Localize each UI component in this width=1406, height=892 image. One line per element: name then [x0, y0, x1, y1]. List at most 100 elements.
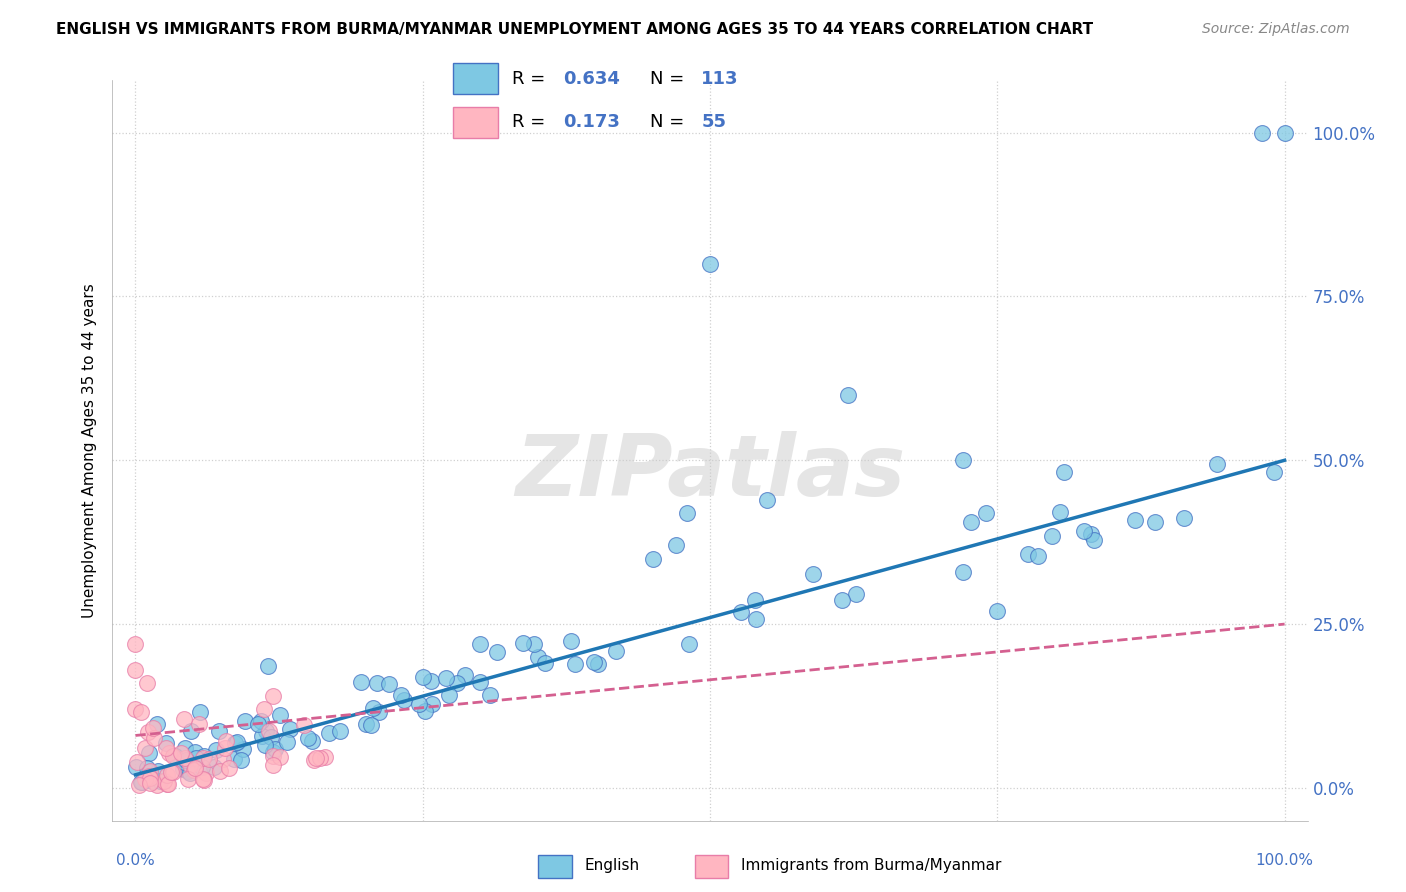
- Point: [257, 659, 280, 673]
- Point: [446, 676, 468, 690]
- Point: [179, 766, 201, 780]
- Point: [180, 724, 202, 739]
- Text: 0.173: 0.173: [564, 113, 620, 131]
- Point: [479, 688, 502, 702]
- Point: [184, 761, 207, 775]
- Point: [526, 649, 548, 664]
- Point: [564, 657, 586, 671]
- Y-axis label: Unemployment Among Ages 35 to 44 years: Unemployment Among Ages 35 to 44 years: [82, 283, 97, 618]
- Point: [129, 775, 152, 789]
- Point: [135, 761, 157, 775]
- Point: [134, 740, 156, 755]
- Point: [205, 743, 228, 757]
- Bar: [453, 107, 498, 138]
- Point: [250, 730, 273, 744]
- Point: [292, 717, 315, 731]
- Point: [831, 592, 853, 607]
- Point: [254, 723, 277, 738]
- Text: ENGLISH VS IMMIGRANTS FROM BURMA/MYANMAR UNEMPLOYMENT AMONG AGES 35 TO 44 YEARS : ENGLISH VS IMMIGRANTS FROM BURMA/MYANMAR…: [56, 22, 1094, 37]
- Point: [560, 634, 582, 648]
- Text: English: English: [585, 858, 640, 872]
- Point: [197, 752, 219, 766]
- Point: [1250, 126, 1272, 140]
- Bar: [695, 855, 728, 878]
- Point: [641, 551, 664, 566]
- Point: [218, 761, 240, 775]
- Point: [193, 772, 215, 786]
- Point: [260, 730, 283, 744]
- Point: [136, 676, 159, 690]
- Point: [177, 772, 200, 786]
- Point: [173, 712, 195, 726]
- Point: [974, 507, 997, 521]
- Point: [139, 764, 162, 778]
- Point: [304, 753, 326, 767]
- Point: [1123, 513, 1146, 527]
- Point: [276, 735, 298, 749]
- Point: [534, 656, 557, 670]
- Point: [1263, 465, 1285, 479]
- Point: [801, 566, 824, 581]
- Point: [389, 688, 412, 702]
- Point: [269, 749, 291, 764]
- Point: [160, 764, 183, 779]
- Text: R =: R =: [512, 113, 551, 131]
- Point: [676, 506, 699, 520]
- Text: 113: 113: [702, 70, 738, 87]
- Point: [229, 753, 252, 767]
- Point: [378, 677, 401, 691]
- Point: [837, 388, 859, 402]
- Point: [664, 539, 686, 553]
- Point: [138, 764, 160, 779]
- Point: [412, 670, 434, 684]
- Point: [960, 515, 983, 529]
- Point: [162, 749, 184, 764]
- Point: [124, 663, 146, 677]
- Point: [422, 697, 444, 711]
- Text: 55: 55: [702, 113, 727, 131]
- Point: [124, 702, 146, 716]
- Point: [318, 726, 340, 740]
- Point: [952, 566, 974, 580]
- Point: [208, 724, 231, 739]
- Point: [264, 742, 287, 756]
- Point: [1144, 515, 1167, 529]
- Point: [512, 635, 534, 649]
- Point: [361, 701, 384, 715]
- Point: [131, 775, 153, 789]
- Point: [314, 750, 336, 764]
- Point: [174, 753, 197, 767]
- Text: 100.0%: 100.0%: [1256, 854, 1313, 869]
- Point: [149, 773, 172, 788]
- Point: [1080, 527, 1102, 541]
- Point: [211, 752, 233, 766]
- Point: [420, 673, 443, 688]
- Point: [193, 772, 215, 787]
- Point: [986, 604, 1008, 618]
- Point: [173, 741, 195, 756]
- Point: [156, 777, 179, 791]
- Point: [173, 751, 195, 765]
- Text: N =: N =: [650, 70, 689, 87]
- Point: [582, 655, 605, 669]
- Point: [1173, 510, 1195, 524]
- Point: [146, 778, 169, 792]
- Point: [142, 722, 165, 736]
- Point: [232, 742, 254, 756]
- Point: [253, 738, 276, 752]
- Text: 0.634: 0.634: [564, 70, 620, 87]
- Point: [191, 750, 214, 764]
- Point: [153, 773, 176, 788]
- Point: [366, 675, 388, 690]
- Point: [392, 693, 415, 707]
- Text: 0.0%: 0.0%: [117, 854, 155, 869]
- Point: [155, 741, 177, 756]
- Point: [184, 745, 207, 759]
- Point: [699, 257, 721, 271]
- Point: [605, 643, 627, 657]
- Point: [173, 756, 195, 770]
- Point: [145, 717, 167, 731]
- Point: [139, 771, 162, 785]
- Point: [136, 724, 159, 739]
- Point: [356, 717, 378, 731]
